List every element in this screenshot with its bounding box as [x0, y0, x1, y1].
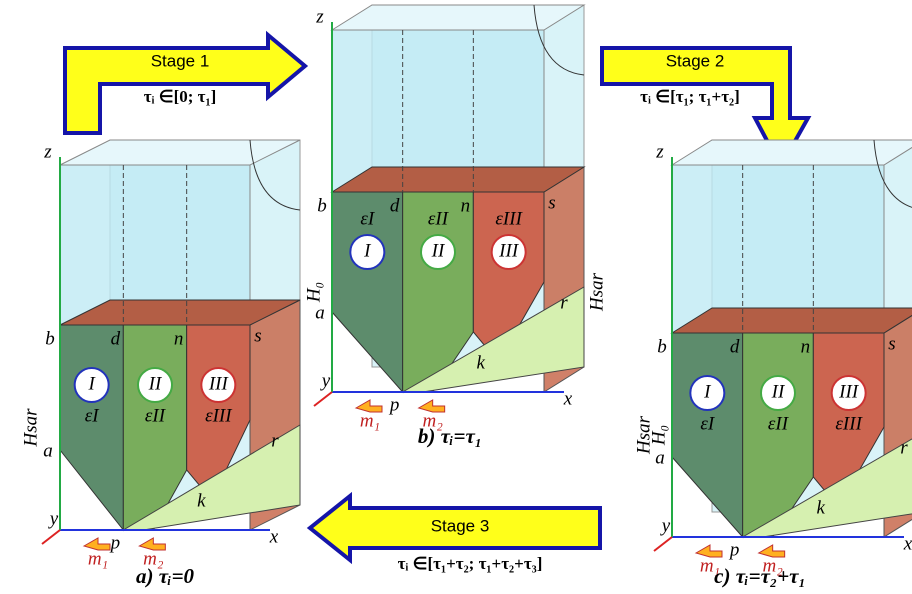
- slab-top: [672, 308, 912, 333]
- point-label: d: [730, 336, 740, 357]
- stage-label: Stage 1: [151, 51, 210, 70]
- zone-label: II: [431, 240, 446, 261]
- point-label: n: [461, 195, 471, 216]
- point-label: z: [315, 6, 324, 27]
- point-label: x: [563, 388, 573, 409]
- height-label: H₀: [648, 425, 669, 446]
- zone-label: III: [498, 240, 520, 261]
- y-axis: [314, 392, 332, 406]
- point-label: n: [801, 336, 811, 357]
- strain-label: εIII: [205, 405, 233, 426]
- force-label: m₁: [360, 410, 380, 431]
- point-label: x: [903, 533, 912, 554]
- point-label: k: [476, 352, 485, 373]
- strain-label: εI: [85, 405, 100, 426]
- diagram: Stage 1 τᵢ ∈[0; τ₁] Stage 2 τᵢ ∈[τ₁; τ₁+…: [0, 0, 912, 594]
- height-label: H₀: [303, 282, 324, 303]
- strain-label: εI: [360, 208, 375, 229]
- point-label: k: [816, 497, 825, 518]
- zone-label: III: [838, 381, 860, 402]
- point-label: p: [388, 394, 400, 415]
- zone-label: III: [208, 373, 230, 394]
- strain-label: εIII: [835, 413, 863, 434]
- point-label: r: [271, 430, 279, 451]
- stage-label: Stage 2: [666, 51, 725, 70]
- y-axis: [42, 530, 60, 544]
- point-label: b: [45, 328, 55, 349]
- height-label: Hsar: [20, 408, 41, 448]
- stage-range: τᵢ ∈[τ₁+τ₂; τ₁+τ₂+τ₃]: [398, 554, 543, 573]
- strain-label: εII: [145, 405, 167, 426]
- point-label: s: [254, 325, 261, 346]
- point-label: d: [390, 195, 400, 216]
- force-label: m₁: [88, 548, 108, 569]
- point-label: a: [43, 440, 53, 461]
- point-label: x: [269, 526, 279, 547]
- strain-label: εII: [428, 208, 450, 229]
- height-label: Hsar: [586, 272, 607, 312]
- point-label: z: [43, 141, 52, 162]
- point-label: y: [320, 370, 331, 391]
- strain-label: εIII: [495, 208, 523, 229]
- panel-caption: b) τᵢ=τ₁: [418, 424, 482, 448]
- point-label: k: [197, 490, 206, 511]
- zone-1: [672, 333, 743, 537]
- panel-caption: c) τᵢ=τ₂+τ₁: [714, 564, 806, 588]
- point-label: y: [660, 515, 671, 536]
- zone-label: II: [771, 381, 786, 402]
- point-label: n: [174, 328, 184, 349]
- point-label: s: [548, 192, 555, 213]
- point-label: d: [111, 328, 121, 349]
- panel: zbdnsarkpxyIεIIIεIIIIIεIIIm₁m₂H₀Hsarb) τ…: [303, 5, 607, 448]
- stage-range: τᵢ ∈[0; τ₁]: [144, 87, 217, 106]
- point-label: y: [48, 508, 59, 529]
- panel-caption: a) τᵢ=0: [136, 564, 195, 588]
- strain-label: εII: [768, 413, 790, 434]
- point-label: p: [728, 539, 740, 560]
- point-label: s: [888, 333, 895, 354]
- point-label: r: [560, 292, 568, 313]
- point-label: b: [657, 336, 667, 357]
- zone-label: II: [148, 373, 163, 394]
- top-face: [672, 140, 912, 165]
- stage-range: τᵢ ∈[τ₁; τ₁+τ₂]: [640, 87, 740, 106]
- slab-top: [332, 167, 584, 192]
- stage1-arrow: [65, 35, 305, 133]
- point-label: b: [317, 195, 327, 216]
- point-label: z: [655, 141, 664, 162]
- point-label: a: [655, 447, 665, 468]
- stage-label: Stage 3: [431, 516, 490, 535]
- zone-1: [60, 325, 123, 530]
- strain-label: εI: [700, 413, 715, 434]
- top-face: [332, 5, 584, 30]
- point-label: a: [315, 302, 325, 323]
- y-axis: [654, 537, 672, 551]
- point-label: r: [900, 437, 908, 458]
